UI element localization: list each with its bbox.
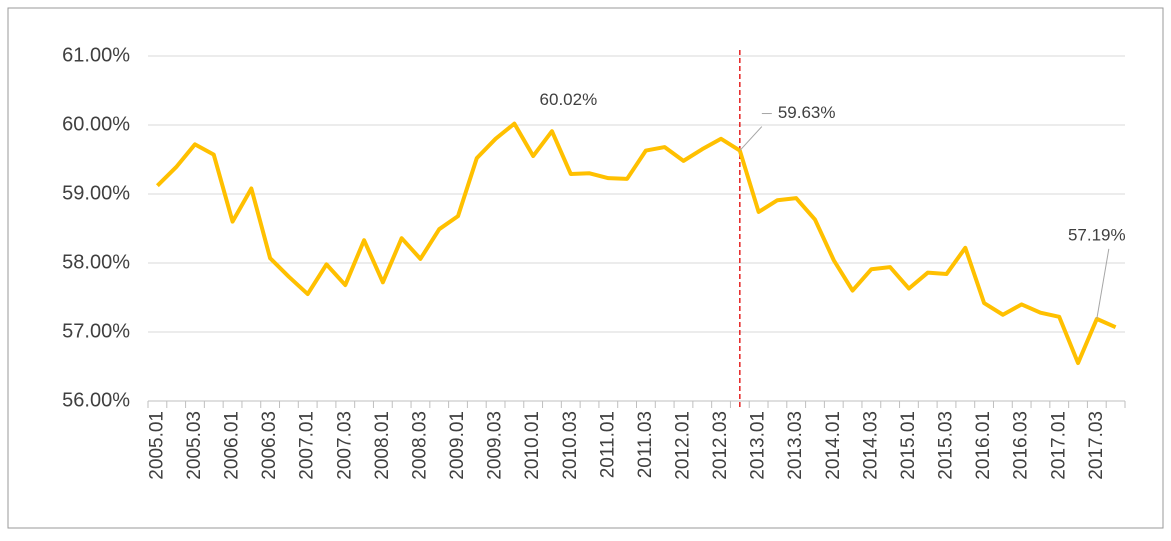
x-tick-label: 2009.01 [447, 411, 468, 480]
data-label: 57.19% [1068, 225, 1126, 244]
x-tick-label: 2006.01 [222, 411, 243, 480]
x-tick-label: 2013.01 [748, 411, 769, 480]
label-leader [1096, 248, 1110, 319]
x-tick-label: 2007.03 [334, 411, 355, 480]
x-tick-label: 2014.03 [860, 411, 881, 480]
x-tick-label: 2010.01 [522, 411, 543, 480]
x-tick-label: 2005.03 [184, 411, 205, 480]
x-tick-label: 2010.03 [560, 411, 581, 480]
label-leader [739, 126, 763, 151]
x-tick-label: 2013.03 [785, 411, 806, 480]
x-tick-label: 2014.01 [823, 411, 844, 480]
x-tick-label: 2008.03 [409, 411, 430, 480]
y-tick-label: 56.00% [62, 389, 130, 411]
y-tick-label: 61.00% [62, 44, 130, 66]
y-tick-label: 59.00% [62, 182, 130, 204]
x-tick-label: 2012.03 [710, 411, 731, 480]
x-tick-label: 2015.01 [898, 411, 919, 480]
data-line [155, 121, 1117, 366]
x-tick-label: 2017.01 [1048, 411, 1069, 480]
x-tick-label: 2016.03 [1011, 411, 1032, 480]
y-tick-label: 57.00% [62, 320, 130, 342]
x-tick-label: 2016.01 [973, 411, 994, 480]
x-tick-label: 2011.01 [597, 411, 618, 478]
data-label: 59.63% [778, 103, 836, 122]
x-tick-label: 2006.03 [259, 411, 280, 480]
x-tick-label: 2011.03 [635, 411, 656, 478]
y-tick-label: 58.00% [62, 251, 130, 273]
x-tick-label: 2008.01 [372, 411, 393, 480]
x-tick-label: 2012.01 [672, 411, 693, 480]
x-tick-label: 2007.01 [297, 411, 318, 480]
y-tick-label: 60.00% [62, 113, 130, 135]
x-tick-label: 2017.03 [1086, 411, 1107, 480]
x-tick-label: 2009.03 [485, 411, 506, 480]
data-label: 60.02% [540, 90, 598, 109]
x-tick-label: 2015.03 [936, 411, 957, 480]
x-tick-label: 2005.01 [146, 411, 167, 480]
